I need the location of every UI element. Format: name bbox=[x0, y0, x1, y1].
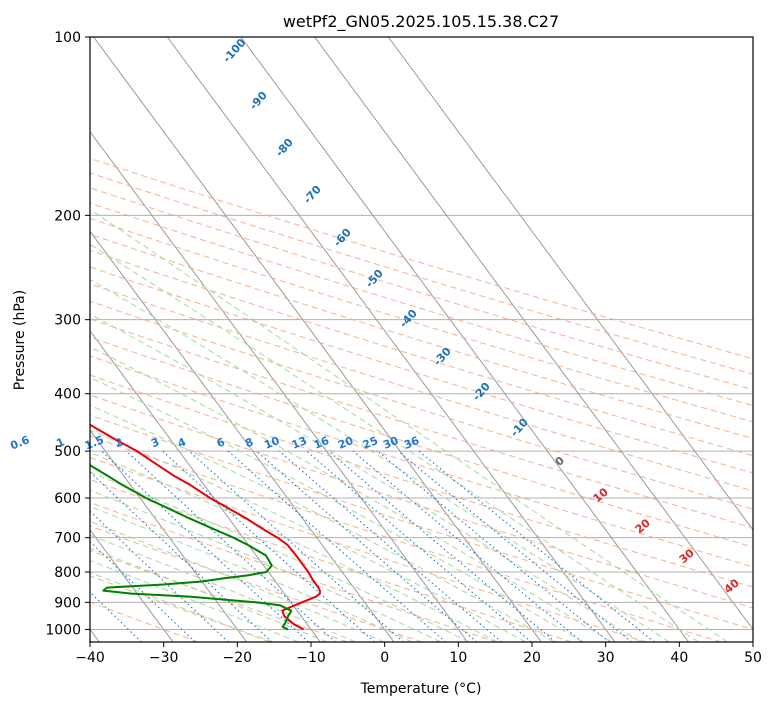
mixing-ratio-line bbox=[90, 471, 273, 642]
isotherm-line bbox=[90, 429, 248, 642]
dry-adiabat-line bbox=[90, 414, 753, 631]
plot-area bbox=[90, 37, 753, 642]
dry-adiabat-line bbox=[90, 249, 753, 457]
mixing-ratio-line bbox=[90, 510, 229, 642]
y-tick-label: 800 bbox=[54, 565, 81, 581]
x-tick-label: 10 bbox=[449, 650, 467, 666]
mixing-ratio-line bbox=[352, 450, 583, 642]
mixing-ratio-line bbox=[377, 450, 610, 642]
x-tick-label: −30 bbox=[149, 650, 179, 666]
dewpoint-line bbox=[90, 464, 293, 631]
y-tick-label: 200 bbox=[54, 208, 81, 224]
moist-adiabat-line bbox=[90, 505, 413, 642]
dry-adiabat-line bbox=[90, 300, 753, 510]
mixing-ratio-line bbox=[278, 450, 502, 642]
mixing-ratio-label: 25 bbox=[361, 434, 380, 452]
dry-adiabat-line bbox=[90, 283, 753, 492]
mixing-ratio-label: 20 bbox=[336, 434, 355, 452]
line-labels: 0.10.20.40.611.52346810131620253036-100-… bbox=[0, 36, 742, 596]
x-tick-label: 0 bbox=[380, 650, 389, 666]
isotherm-line bbox=[90, 130, 469, 642]
x-tick-label: 50 bbox=[744, 650, 762, 666]
moist-adiabat-line bbox=[90, 376, 584, 642]
moist-adiabat-line bbox=[90, 346, 612, 642]
isotherm-line bbox=[166, 37, 616, 642]
mixing-ratio-line bbox=[256, 450, 478, 642]
mixing-ratio-label: 8 bbox=[243, 435, 255, 450]
background-lines bbox=[90, 37, 753, 642]
x-tick-label: 30 bbox=[597, 650, 615, 666]
isotherm-line bbox=[240, 37, 690, 642]
x-tick-label: −20 bbox=[223, 650, 253, 666]
profile-lines bbox=[90, 423, 321, 631]
mixing-ratio-line bbox=[90, 540, 196, 642]
mixing-ratio-label: 10 bbox=[262, 434, 281, 452]
mixing-ratio-label: 2 bbox=[113, 435, 125, 450]
moist-adiabat-line bbox=[90, 278, 670, 642]
moist-adiabat-line bbox=[90, 559, 299, 642]
x-tick-label: 40 bbox=[670, 650, 688, 666]
chart-title: wetPf2_GN05.2025.105.15.38.C27 bbox=[283, 12, 559, 32]
isotherm-line bbox=[314, 37, 753, 631]
x-axis-label: Temperature (°C) bbox=[360, 681, 482, 697]
y-tick-label: 500 bbox=[54, 444, 81, 460]
plot-frame bbox=[89, 36, 754, 643]
x-tick-label: −10 bbox=[296, 650, 326, 666]
y-axis-label: Pressure (hPa) bbox=[12, 290, 28, 390]
y-tick-label: 300 bbox=[54, 313, 81, 329]
y-tick-label: 1000 bbox=[45, 622, 81, 638]
mixing-ratio-line bbox=[397, 450, 632, 642]
x-tick-label: 20 bbox=[523, 650, 541, 666]
mixing-ratio-line bbox=[188, 450, 404, 642]
y-tick-label: 900 bbox=[54, 595, 81, 611]
moist-adiabat-line bbox=[90, 313, 641, 642]
temperature-line bbox=[90, 423, 321, 631]
axes: −40 −30 −20 −10 0 10 20 30 40 50 100 200 300 400 500 60… bbox=[45, 30, 762, 666]
mixing-ratio-line bbox=[306, 450, 532, 642]
moist-adiabat-line bbox=[90, 451, 498, 642]
dry-adiabat-line bbox=[90, 456, 647, 642]
moist-adiabat-line bbox=[90, 429, 526, 642]
mixing-ratio-label: 13 bbox=[290, 434, 309, 452]
dry-adiabat-line bbox=[90, 336, 753, 548]
dry-adiabat-line bbox=[90, 266, 753, 474]
mixing-ratio-line bbox=[418, 450, 655, 642]
isotherm-line bbox=[387, 37, 753, 531]
mixing-ratio-label: 36 bbox=[402, 434, 421, 452]
x-tick-label: −40 bbox=[75, 650, 105, 666]
mixing-ratio-label: 3 bbox=[149, 435, 161, 450]
dry-adiabat-line bbox=[90, 233, 753, 440]
mixing-ratio-line bbox=[162, 450, 375, 642]
dry-adiabat-line bbox=[90, 318, 753, 529]
dry-adiabat-line bbox=[90, 479, 572, 642]
mixing-ratio-label: 1 bbox=[55, 435, 67, 450]
dry-adiabat-line bbox=[90, 374, 753, 588]
mixing-ratio-label: 16 bbox=[312, 434, 331, 452]
mixing-ratio-label: 30 bbox=[381, 434, 400, 452]
moist-adiabat-line bbox=[90, 243, 699, 642]
y-tick-label: 400 bbox=[54, 387, 81, 403]
isotherm-line bbox=[90, 230, 395, 642]
dry-adiabat-line bbox=[90, 394, 753, 609]
y-tick-label: 600 bbox=[54, 491, 81, 507]
y-tick-label: 100 bbox=[54, 30, 81, 46]
mixing-ratio-line bbox=[328, 450, 556, 642]
y-tick-label: 700 bbox=[54, 531, 81, 547]
isotherm-line bbox=[90, 529, 174, 642]
moist-adiabat-line bbox=[90, 208, 728, 642]
